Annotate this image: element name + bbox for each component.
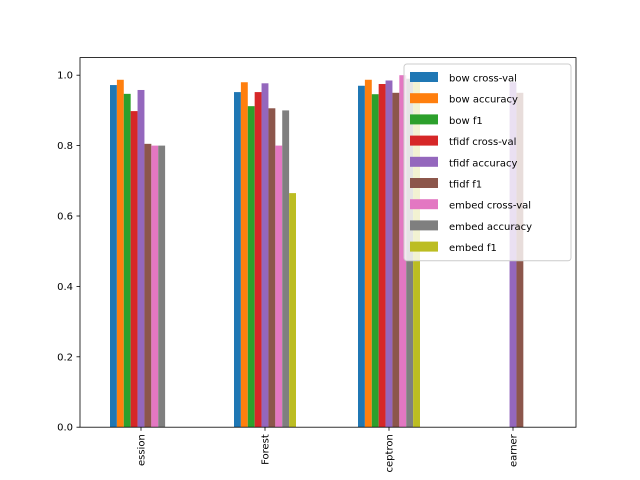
bar-tfidf-cross-val-2 bbox=[378, 84, 386, 428]
legend-label: tfidf f1 bbox=[449, 180, 482, 191]
bar-bow-accuracy-0 bbox=[116, 79, 124, 428]
bar-embed-cross-val-1 bbox=[275, 145, 283, 428]
bar-tfidf-cross-val-1 bbox=[254, 92, 262, 428]
x-tick-label: ession bbox=[137, 434, 148, 466]
legend-swatch bbox=[410, 178, 438, 188]
bar-tfidf-cross-val-0 bbox=[130, 111, 138, 428]
plot-frame bbox=[79, 57, 577, 428]
bar-bow-f1-1 bbox=[247, 106, 255, 428]
bar-bow-accuracy-2 bbox=[364, 79, 372, 428]
bar-bow-cross-val-0 bbox=[110, 85, 117, 428]
legend-swatch bbox=[410, 135, 438, 146]
bar-bow-f1-2 bbox=[371, 94, 379, 428]
y-tick-label: 0.2 bbox=[57, 352, 73, 363]
bar-tfidf-accuracy-2 bbox=[385, 80, 393, 428]
bar-tfidf-accuracy-0 bbox=[137, 89, 145, 428]
bar-embed-cross-val-0 bbox=[151, 145, 159, 428]
x-tick-label: ceptron bbox=[385, 434, 396, 472]
bar-tfidf-f1-0 bbox=[144, 143, 152, 428]
bar-tfidf-f1-2 bbox=[392, 92, 400, 428]
bar-bow-f1-0 bbox=[123, 93, 131, 428]
bar-tfidf-f1-1 bbox=[268, 108, 276, 428]
y-tick-label: 1.0 bbox=[57, 71, 73, 82]
bar-embed-cross-val-2 bbox=[399, 75, 407, 428]
y-tick-label: 0.6 bbox=[57, 212, 73, 223]
y-axis: 0.0 0.2 0.4 0.6 0.8 1.0 bbox=[57, 71, 80, 434]
legend: bow cross-val bow accuracy bow f1 tfidf cro… bbox=[403, 63, 572, 262]
legend-label: tfidf cross-val bbox=[449, 137, 516, 148]
x-tick-label: Forest bbox=[261, 434, 272, 465]
legend-label: bow f1 bbox=[449, 116, 483, 127]
bar-embed-accuracy-0 bbox=[158, 145, 166, 428]
legend-swatch bbox=[410, 114, 438, 125]
y-tick-label: 0.8 bbox=[57, 141, 73, 152]
y-tick-label: 0.0 bbox=[57, 423, 73, 434]
legend-swatch bbox=[410, 241, 438, 252]
legend-label: bow accuracy bbox=[449, 95, 518, 106]
legend-label: embed cross-val bbox=[449, 201, 531, 212]
bar-bow-accuracy-1 bbox=[240, 82, 248, 428]
bar-tfidf-accuracy-1 bbox=[261, 83, 269, 428]
bar-embed-accuracy-1 bbox=[282, 110, 290, 428]
x-tick-label: earner bbox=[509, 433, 520, 467]
legend-box bbox=[403, 63, 572, 262]
legend-label: tfidf accuracy bbox=[449, 158, 517, 169]
bar-bow-cross-val-2 bbox=[358, 85, 365, 428]
legend-label: embed accuracy bbox=[449, 222, 532, 233]
bar-bow-cross-val-1 bbox=[234, 92, 241, 428]
legend-label: embed f1 bbox=[449, 243, 497, 254]
x-axis: ession Forest ceptron earner bbox=[137, 427, 520, 472]
legend-swatch bbox=[410, 156, 438, 167]
legend-swatch bbox=[410, 72, 438, 82]
bar-embed-f1-1 bbox=[289, 193, 296, 428]
legend-swatch bbox=[410, 199, 438, 210]
legend-swatch bbox=[410, 93, 438, 104]
y-tick-label: 0.4 bbox=[57, 282, 73, 293]
legend-swatch bbox=[410, 220, 438, 231]
legend-label: bow cross-val bbox=[449, 74, 517, 85]
